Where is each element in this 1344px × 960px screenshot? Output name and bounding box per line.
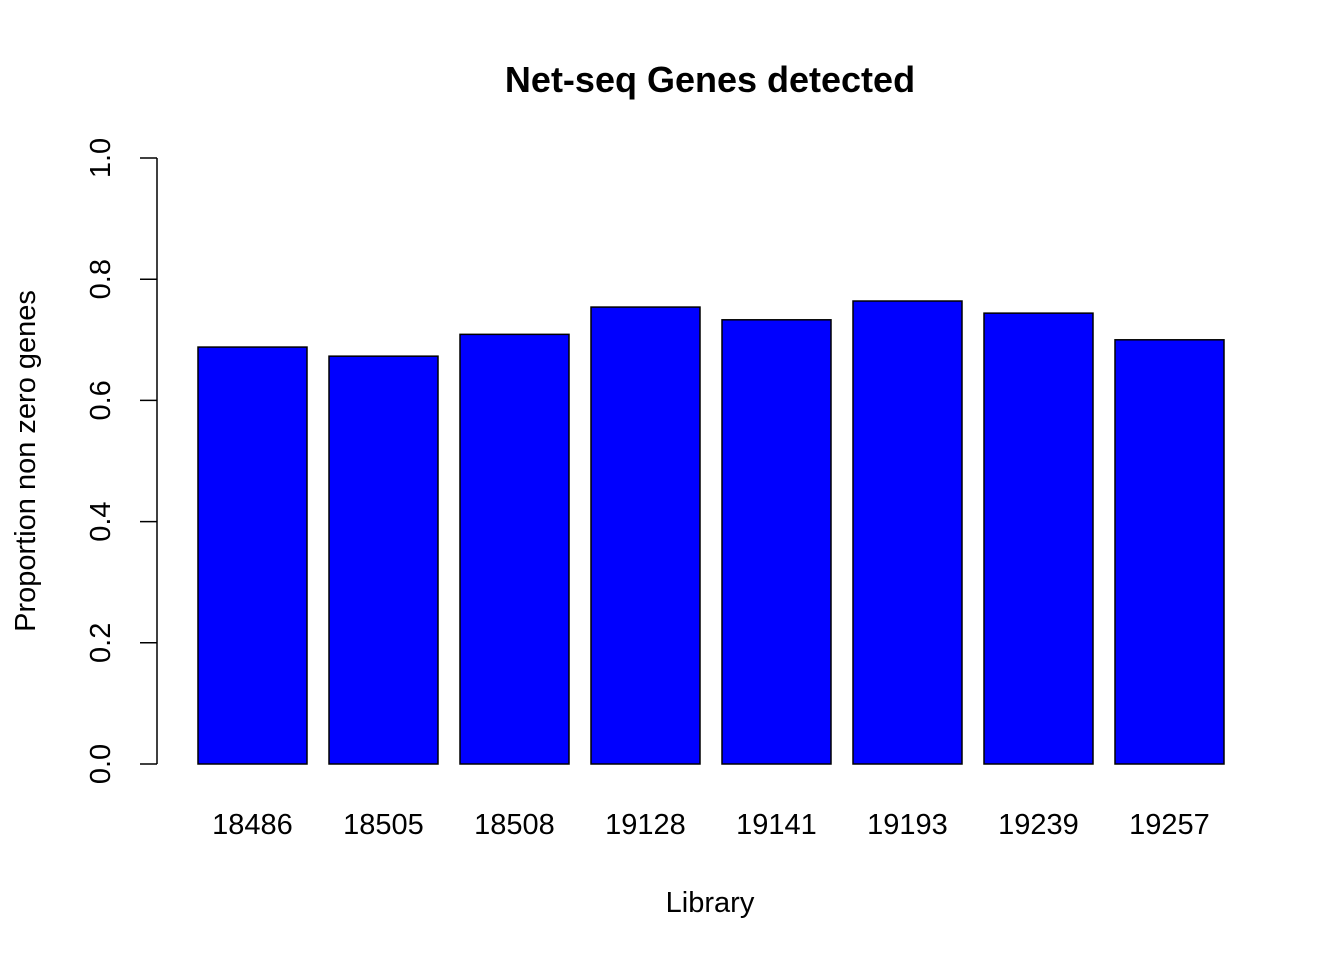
bar-19193	[852, 300, 963, 765]
x-axis-label: Library	[666, 887, 755, 919]
category-labels: 18486 18505 18508 19128 19141 19193 19239 19257	[212, 809, 1210, 841]
y-tick-label: 0.6	[85, 380, 117, 420]
y-tick-label: 1.0	[85, 138, 117, 178]
y-axis-label: Proportion non zero genes	[10, 290, 42, 632]
bar-19128	[590, 306, 701, 765]
y-tick-label: 0.0	[85, 744, 117, 784]
bar-18508	[459, 333, 570, 765]
category-label: 18508	[474, 809, 555, 841]
bar-19141	[721, 319, 832, 765]
bars-group	[197, 300, 1225, 765]
chart-title: Net-seq Genes detected	[505, 59, 915, 100]
y-axis: 0.0 0.2 0.4 0.6 0.8 1.0	[85, 138, 158, 784]
category-label: 18505	[343, 809, 424, 841]
bar-19257	[1114, 339, 1225, 765]
category-label: 19141	[736, 809, 817, 841]
category-label: 19193	[867, 809, 948, 841]
category-label: 19128	[605, 809, 686, 841]
y-tick-label: 0.2	[85, 623, 117, 663]
y-tick-label: 0.4	[85, 501, 117, 541]
y-tick-label: 0.8	[85, 259, 117, 299]
bar-18505	[328, 355, 439, 765]
category-label: 18486	[212, 809, 293, 841]
category-label: 19239	[998, 809, 1079, 841]
bar-18486	[197, 346, 308, 765]
bar-19239	[983, 312, 1094, 765]
category-label: 19257	[1129, 809, 1210, 841]
